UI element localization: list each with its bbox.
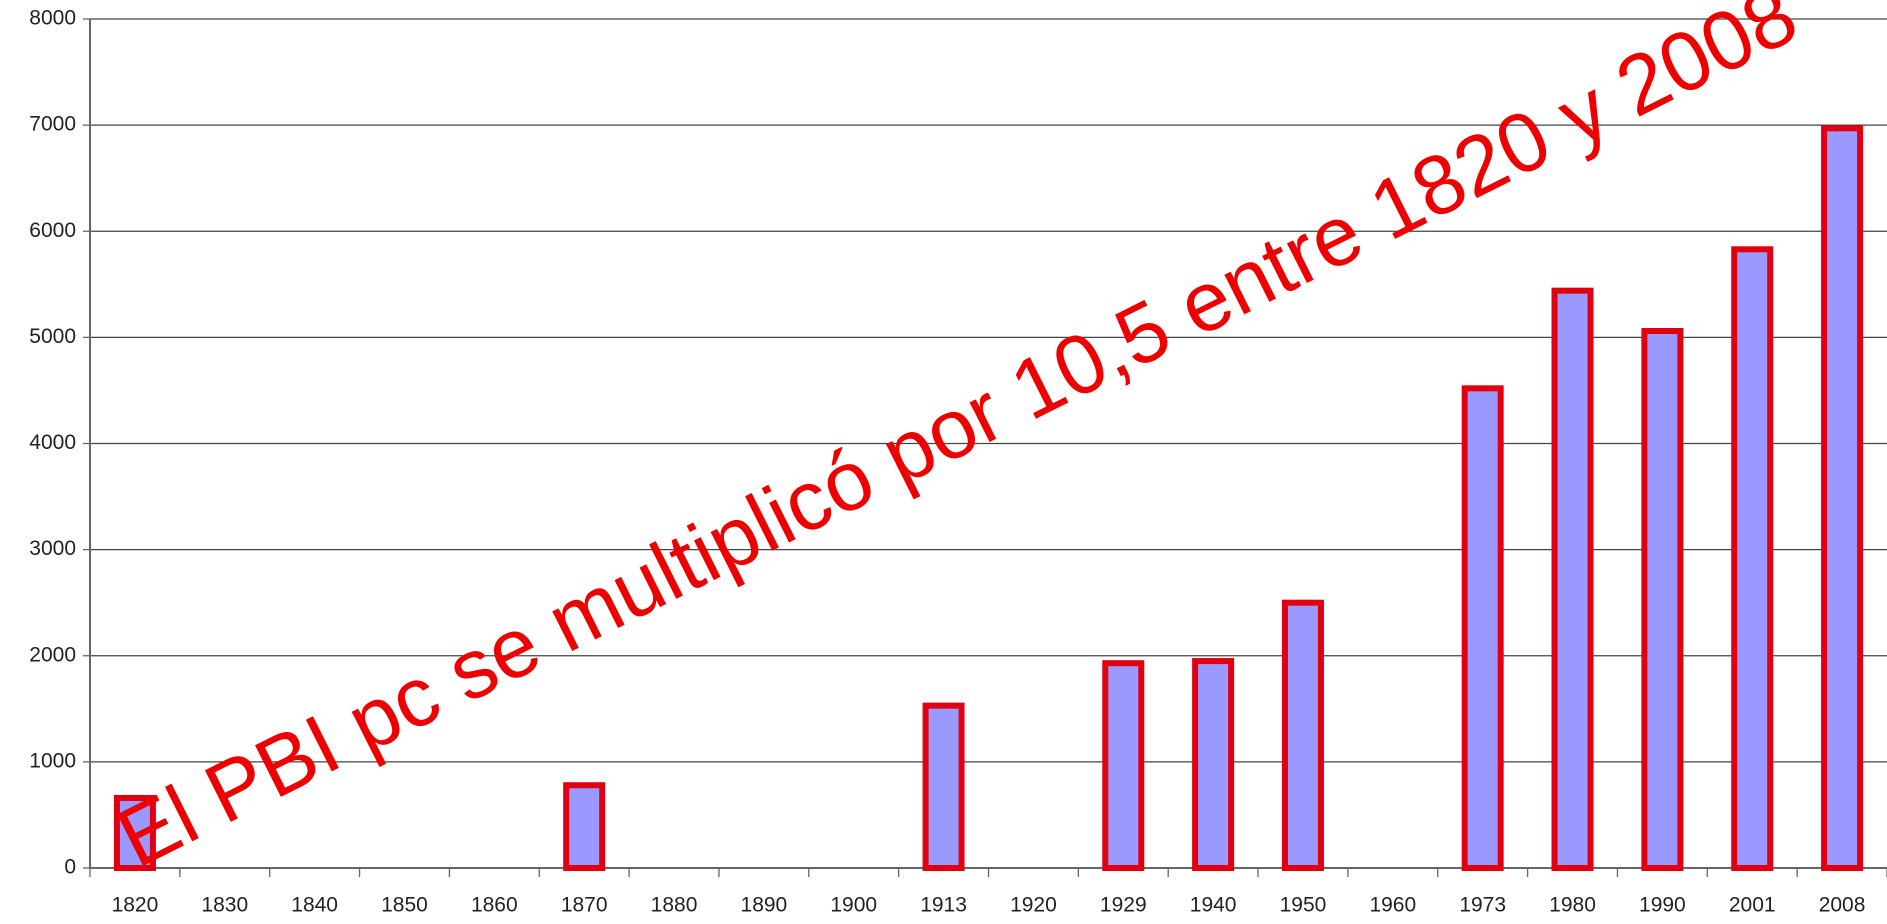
x-tick-label: 1950 (1280, 894, 1327, 917)
x-tick-label: 1973 (1459, 894, 1506, 917)
x-tick-label: 1880 (651, 894, 698, 917)
y-tick-label: 7000 (29, 113, 76, 136)
x-tick-label: 1920 (1010, 894, 1057, 917)
x-tick-label: 1830 (201, 894, 248, 917)
y-tick-label: 2000 (29, 643, 76, 666)
x-tick-label: 1890 (741, 894, 788, 917)
x-tick-label: 1870 (561, 894, 608, 917)
bar (1641, 328, 1684, 871)
bar (1821, 125, 1864, 871)
x-tick-label: 2001 (1729, 894, 1776, 917)
x-tick-label: 1850 (381, 894, 428, 917)
x-tick-label: 1820 (112, 894, 159, 917)
bar (1731, 246, 1774, 871)
x-tick-label: 1940 (1190, 894, 1237, 917)
y-tick-label: 4000 (29, 431, 76, 454)
x-tick-label: 1913 (920, 894, 967, 917)
bar (1102, 660, 1145, 872)
bar (1192, 658, 1235, 872)
bar (1551, 287, 1594, 871)
x-tick-label: 1860 (471, 894, 518, 917)
x-tick-label: 2008 (1819, 894, 1866, 917)
bar (1461, 385, 1504, 871)
y-tick-label: 3000 (29, 537, 76, 560)
bar (563, 782, 606, 871)
x-tick-label: 1929 (1100, 894, 1147, 917)
y-tick-label: 0 (64, 856, 76, 879)
y-tick-label: 5000 (29, 325, 76, 348)
x-tick-label: 1960 (1369, 894, 1416, 917)
x-tick-label: 1900 (830, 894, 877, 917)
x-tick-label: 1990 (1639, 894, 1686, 917)
y-tick-label: 1000 (29, 749, 76, 772)
y-tick-label: 8000 (29, 7, 76, 30)
x-tick-label: 1980 (1549, 894, 1596, 917)
bar (1281, 599, 1324, 871)
bar (922, 702, 965, 871)
x-tick-label: 1840 (291, 894, 338, 917)
y-tick-label: 6000 (29, 219, 76, 242)
bar (113, 794, 156, 872)
